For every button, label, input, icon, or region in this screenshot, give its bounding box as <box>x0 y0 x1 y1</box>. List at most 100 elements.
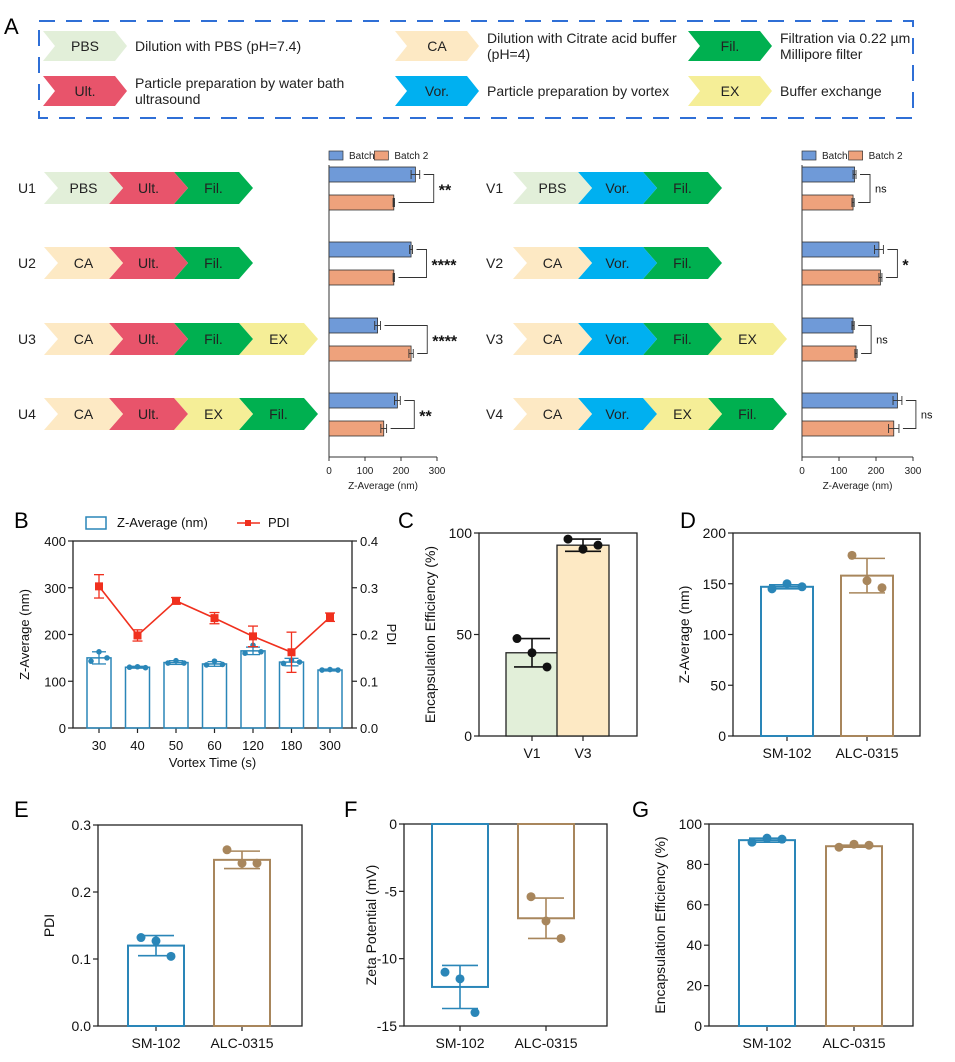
legend-label-batch-2: Batch 2 <box>869 151 903 162</box>
chart-g: 0 20 40 60 80 100 SM-102 ALC-0315 Encapsulation … <box>652 816 914 1051</box>
significance-bracket <box>858 325 872 354</box>
workflow-u2-step-3-chevron <box>174 247 253 279</box>
workflow-v4-step-4-chevron <box>708 398 787 430</box>
data-point <box>136 933 146 943</box>
workflow-v2-step-1-chevron <box>513 247 592 279</box>
workflow-v3-step-1-label: CA <box>543 331 563 347</box>
bar-v1-batch-1 <box>801 166 855 183</box>
y-axis-title: Encapsulation Efficiency (%) <box>652 836 668 1013</box>
y2-tick-label: 0.2 <box>360 628 378 643</box>
y-tick-label: 60 <box>686 897 702 913</box>
workflow-v2-step-1-label: CA <box>543 255 563 271</box>
y-tick-label: 300 <box>44 581 66 596</box>
workflow-u1-step-2-label: Ult. <box>138 180 159 196</box>
workflow-v3-step-1-chevron <box>513 323 592 355</box>
data-point <box>862 576 872 586</box>
bar-u4-batch-2 <box>328 420 385 437</box>
x-tick-label-alc-0315: ALC-0315 <box>210 1035 273 1051</box>
bar-30 <box>86 657 112 729</box>
data-point <box>166 951 176 961</box>
data-point <box>777 834 787 844</box>
legend-step-ca-label: CA <box>427 38 447 54</box>
data-point <box>151 936 161 946</box>
workflow-v1-step-2-chevron <box>578 172 657 204</box>
bar-alc-0315 <box>213 858 271 1028</box>
data-point <box>578 544 588 554</box>
x-tick-label: 100 <box>357 466 374 477</box>
y-tick-label: 50 <box>456 627 472 643</box>
x-tick-label-alc-0315: ALC-0315 <box>822 1035 885 1051</box>
data-point <box>173 657 179 664</box>
workflow-u4-step-1-label: CA <box>74 406 94 422</box>
legend-step-ult-chevron <box>43 76 127 106</box>
bar-u1-batch-1 <box>328 166 416 183</box>
workflow-v4-step-4-label: Fil. <box>738 406 757 422</box>
x-tick-label-30: 30 <box>92 738 106 753</box>
y-tick-label: 100 <box>679 816 703 832</box>
x-axis-title: Z-Average (nm) <box>823 481 893 492</box>
pdi-marker-50 <box>172 596 180 605</box>
data-point <box>203 662 210 668</box>
workflow-u2-step-3-label: Fil. <box>204 255 223 271</box>
legend-step-ca-chevron <box>395 31 479 61</box>
x-tick-label: 0 <box>326 466 332 477</box>
bar-v3-batch-1 <box>801 317 854 334</box>
bar-u2-batch-1 <box>328 241 412 258</box>
data-point <box>258 648 264 655</box>
bar-60 <box>201 663 228 729</box>
bar-sm-102 <box>127 944 185 1027</box>
data-point <box>797 582 807 592</box>
workflow-v4-step-1-label: CA <box>543 406 563 422</box>
chart-e: 0.0 0.1 0.2 0.3 SM-102 ALC-0315 PDI <box>41 817 303 1051</box>
data-point <box>440 967 450 977</box>
y-tick-label: 200 <box>703 525 727 541</box>
data-point <box>847 550 857 560</box>
workflow-v4-step-3-label: EX <box>673 406 692 422</box>
legend-step-vor-label: Vor. <box>425 83 449 99</box>
chart-d: 0 50 100 150 200 SM-102 ALC-0315 Z-Average (nm) <box>676 525 921 761</box>
bar-v3 <box>556 544 610 737</box>
workflow-v2-step-3-label: Fil. <box>673 255 692 271</box>
legend-marker-pdi <box>245 520 251 526</box>
workflow-diagram-left: U1 Fil. Ult. PBS U2 Fil. Ult. CA U3 EX Fil. Ult. CA U… <box>18 172 318 430</box>
data-point <box>556 933 566 943</box>
bar-120 <box>240 650 266 729</box>
pdi-marker-40 <box>133 631 142 640</box>
pdi-marker-30 <box>95 582 103 591</box>
workflow-u2-step-1-chevron <box>44 247 123 279</box>
workflow-v3-step-3-chevron <box>643 323 722 355</box>
data-point <box>767 584 777 594</box>
bar-v3-batch-2 <box>801 345 857 362</box>
y2-tick-label: 0.1 <box>360 674 378 689</box>
workflow-u3-step-3-label: Fil. <box>204 331 223 347</box>
legend-desc-fil: Millipore filter <box>780 46 863 62</box>
significance-label: ** <box>419 409 432 426</box>
workflow-name-v3: V3 <box>486 331 503 347</box>
workflow-u4-step-3-chevron <box>174 398 253 430</box>
legend-step-vor-chevron <box>395 76 479 106</box>
data-point <box>319 667 325 673</box>
y-tick-label: -15 <box>377 1018 397 1034</box>
plot-frame <box>708 823 914 1027</box>
y2-tick-label: 0.4 <box>360 534 378 549</box>
significance-label: **** <box>432 258 458 275</box>
workflow-u4-step-3-label: EX <box>204 406 223 422</box>
x-axis-title: Vortex Time (s) <box>169 755 256 770</box>
bar-v1-batch-2 <box>801 194 854 211</box>
legend-label-batch-1: Batch 1 <box>349 151 383 162</box>
y-tick-label: 0.2 <box>72 884 92 900</box>
workflow-v2-step-3-chevron <box>643 247 722 279</box>
y-tick-label: 0.3 <box>72 817 92 833</box>
legend-desc-fil: Filtration via 0.22 µm <box>780 30 910 46</box>
x-tick-label-50: 50 <box>169 738 183 753</box>
data-point <box>242 650 248 656</box>
legend-label-z-average: Z-Average (nm) <box>117 515 208 530</box>
workflow-v1-step-2-label: Vor. <box>605 180 629 196</box>
panel-label-b: B <box>14 508 29 533</box>
chart-a-right: Batch 1 Batch 2 0 100 200 300 Z-Average (nm) ns… <box>799 150 933 492</box>
data-point <box>88 658 94 664</box>
workflow-v1-step-3-chevron <box>643 172 722 204</box>
bar-v4-batch-2 <box>801 420 895 437</box>
bar-alc-0315 <box>840 574 894 737</box>
y-axis-title: Z-Average (nm) <box>17 589 32 680</box>
